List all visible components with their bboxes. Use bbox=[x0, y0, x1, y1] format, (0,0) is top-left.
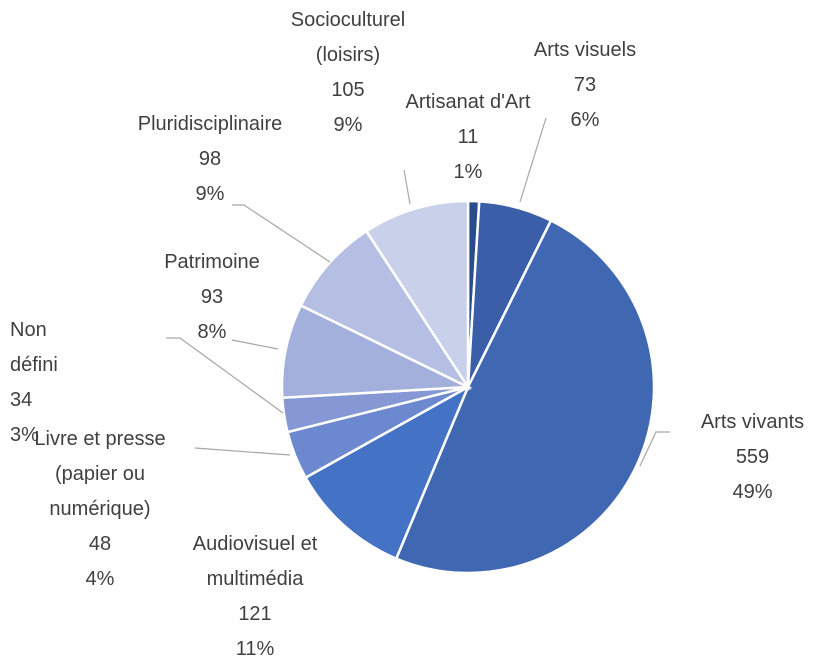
leader-line bbox=[232, 204, 331, 263]
label-percent: 9% bbox=[195, 183, 225, 205]
label-value: 34 bbox=[10, 389, 33, 411]
label-category: Arts vivants bbox=[700, 411, 805, 433]
label-category: Arts visuels bbox=[533, 39, 637, 61]
label-percent: 6% bbox=[570, 109, 600, 131]
data-label: Artisanat d'Art 11 1% bbox=[383, 85, 553, 190]
label-value: 11 bbox=[457, 126, 479, 148]
leader-line bbox=[231, 339, 279, 350]
label-percent: 9% bbox=[333, 114, 363, 136]
label-percent: 8% bbox=[197, 321, 227, 343]
data-label: Pluridisciplinaire 98 9% bbox=[100, 107, 320, 212]
label-category: Non défini bbox=[10, 319, 58, 376]
data-label: Arts vivants 559 49% bbox=[660, 405, 821, 510]
label-category: Patrimoine bbox=[164, 251, 260, 273]
data-label: Non défini 34 3% bbox=[10, 313, 100, 453]
data-label: Livre et presse (papier ou numérique) 48 4… bbox=[10, 422, 190, 597]
leader-line bbox=[639, 431, 670, 467]
data-label: Audiovisuel et multimédia 121 11% bbox=[165, 527, 345, 667]
label-value: 559 bbox=[735, 446, 770, 468]
label-percent: 4% bbox=[85, 568, 115, 590]
data-label: Socioculturel (loisirs) 105 9% bbox=[270, 3, 426, 143]
label-percent: 49% bbox=[732, 481, 773, 503]
label-category: Pluridisciplinaire bbox=[137, 113, 283, 135]
leader-line bbox=[519, 117, 547, 203]
label-value: 93 bbox=[200, 286, 224, 308]
pie-slice bbox=[299, 229, 472, 391]
pie-slice bbox=[394, 218, 656, 575]
pie-slice bbox=[280, 303, 473, 400]
leader-line bbox=[194, 447, 291, 456]
leader-line bbox=[403, 169, 411, 205]
label-value: 98 bbox=[198, 148, 222, 170]
pie-slice bbox=[303, 384, 471, 561]
label-value: 48 bbox=[88, 533, 112, 555]
label-value: 121 bbox=[238, 603, 272, 625]
pie-slice bbox=[364, 199, 470, 392]
label-percent: 1% bbox=[453, 161, 483, 183]
label-percent: 11% bbox=[235, 638, 275, 660]
label-value: 105 bbox=[331, 79, 365, 101]
leader-line bbox=[166, 337, 284, 414]
data-label: Patrimoine 93 8% bbox=[132, 245, 292, 350]
label-value: 73 bbox=[573, 74, 597, 96]
label-category: Socioculturel (loisirs) bbox=[290, 9, 406, 66]
label-category: Artisanat d'Art bbox=[405, 91, 531, 113]
label-category: Audiovisuel et multimédia bbox=[192, 533, 318, 590]
data-label: Arts visuels 73 6% bbox=[500, 33, 670, 138]
label-category: Livre et presse (papier ou numérique) bbox=[34, 428, 166, 520]
label-percent: 3% bbox=[10, 424, 39, 446]
